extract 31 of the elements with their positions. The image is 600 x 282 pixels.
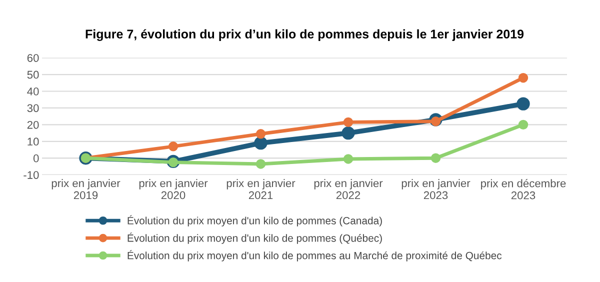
point xyxy=(343,154,354,164)
point xyxy=(168,157,178,168)
x-tick-label: prix en janvier 2019 xyxy=(52,179,120,200)
point xyxy=(343,117,354,128)
point xyxy=(518,120,528,130)
y-tick-label: 10 xyxy=(28,138,39,146)
legend-label: Évolution du prix moyen d'un kilo de pommes au Marché de proximité de Québec xyxy=(128,250,502,262)
y-tick-label: 50 xyxy=(27,70,39,79)
point xyxy=(168,142,178,152)
point xyxy=(430,153,441,163)
x-tick-label: prix en janvier 2020 xyxy=(139,179,208,200)
x-tick-label: prix en janvier 2023 xyxy=(402,179,470,200)
y-tick-label: -10 xyxy=(24,171,39,179)
x-tick-label: prix en décembre 2023 xyxy=(481,179,566,200)
x-tick-label: prix en janvier 2021 xyxy=(226,179,296,200)
point xyxy=(342,126,355,140)
chart-title: Figure 7, évolution du prix d’un kilo de pommes depuis le 1er janvier 2019 xyxy=(86,29,524,42)
point xyxy=(516,97,530,110)
y-tick-label: 40 xyxy=(27,88,39,96)
y-tick-label: 60 xyxy=(27,54,39,62)
y-tick-label: 0 xyxy=(33,154,39,162)
y-tick-label: 20 xyxy=(27,120,39,129)
point xyxy=(256,129,266,139)
y-tick-label: 30 xyxy=(27,104,39,112)
point xyxy=(256,159,266,169)
legend-label: Évolution du prix moyen d'un kilo de pommes (Canada) xyxy=(128,215,382,226)
point xyxy=(518,73,528,83)
point xyxy=(254,136,268,150)
x-tick-label: prix en janvier 2022 xyxy=(314,179,383,200)
legend-label: Évolution du prix moyen d'un kilo de pommes (Québec) xyxy=(128,232,382,244)
point xyxy=(430,116,441,126)
